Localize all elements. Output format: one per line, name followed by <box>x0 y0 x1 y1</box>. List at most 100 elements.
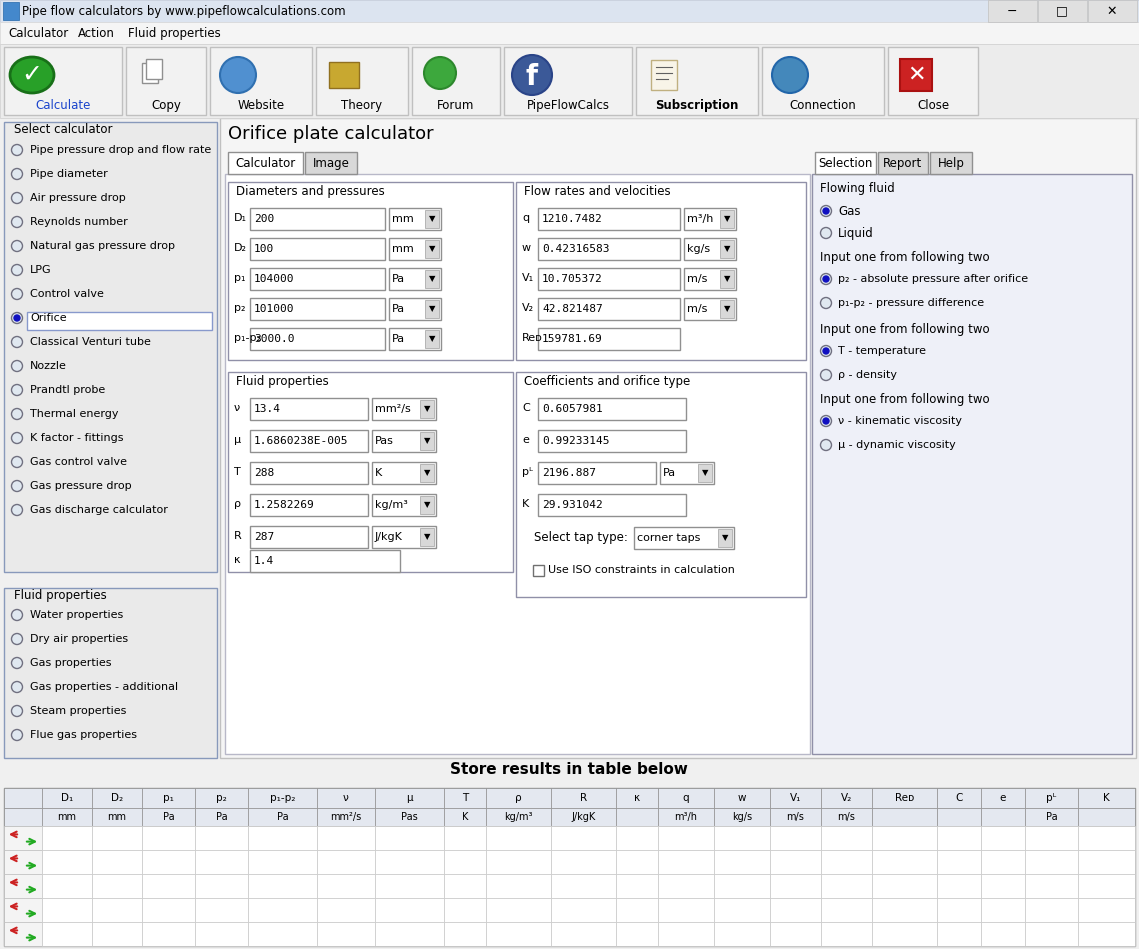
Bar <box>444 850 486 874</box>
Bar <box>538 238 680 260</box>
Bar <box>375 922 444 946</box>
Circle shape <box>11 705 23 716</box>
Bar <box>317 922 375 946</box>
Bar <box>981 850 1025 874</box>
Bar <box>551 788 616 808</box>
Bar <box>249 398 368 420</box>
Circle shape <box>11 312 23 324</box>
Bar <box>538 462 656 484</box>
Text: ▼: ▼ <box>424 532 431 542</box>
Bar <box>372 494 436 516</box>
Bar <box>372 430 436 452</box>
Text: ν: ν <box>233 403 240 413</box>
Bar <box>1077 874 1134 898</box>
Bar <box>375 874 444 898</box>
Circle shape <box>11 337 23 347</box>
Bar <box>937 898 981 922</box>
Bar <box>658 826 714 850</box>
Bar <box>195 826 248 850</box>
Circle shape <box>820 416 831 426</box>
Text: Flowing fluid: Flowing fluid <box>820 181 895 195</box>
Bar <box>538 494 686 516</box>
Bar <box>249 430 368 452</box>
Bar <box>720 210 734 228</box>
Text: mm²/s: mm²/s <box>375 404 411 414</box>
Text: Use ISO constraints in calculation: Use ISO constraints in calculation <box>548 565 735 575</box>
Bar <box>770 788 821 808</box>
Text: Natural gas pressure drop: Natural gas pressure drop <box>30 241 175 251</box>
Text: K: K <box>461 812 468 822</box>
Bar <box>425 210 439 228</box>
Text: μ - dynamic viscosity: μ - dynamic viscosity <box>838 440 956 450</box>
Text: 0.99233145: 0.99233145 <box>542 436 609 446</box>
Bar <box>981 922 1025 946</box>
Text: Select tap type:: Select tap type: <box>534 530 628 544</box>
Circle shape <box>11 265 23 275</box>
Bar <box>486 808 551 826</box>
Bar <box>486 922 551 946</box>
Bar <box>616 808 658 826</box>
Bar <box>248 898 317 922</box>
Bar <box>770 898 821 922</box>
Bar <box>821 826 872 850</box>
Bar <box>142 808 195 826</box>
Bar <box>714 850 770 874</box>
Bar <box>248 850 317 874</box>
Circle shape <box>820 297 831 308</box>
Text: Coefficients and orifice type: Coefficients and orifice type <box>524 375 690 387</box>
Text: □: □ <box>1056 5 1068 17</box>
Text: m/s: m/s <box>687 274 707 284</box>
Bar <box>92 826 142 850</box>
Text: μ: μ <box>407 793 412 803</box>
Bar <box>872 922 937 946</box>
Bar <box>937 850 981 874</box>
Text: Fluid properties: Fluid properties <box>14 589 107 603</box>
Bar <box>142 898 195 922</box>
Text: Close: Close <box>917 99 949 111</box>
Bar <box>142 63 158 83</box>
Bar <box>317 850 375 874</box>
Bar <box>316 47 408 115</box>
Bar <box>770 874 821 898</box>
Text: mm: mm <box>392 214 413 224</box>
Bar <box>249 208 385 230</box>
Bar <box>372 462 436 484</box>
Bar <box>937 808 981 826</box>
Text: ▼: ▼ <box>702 469 708 477</box>
Text: −: − <box>1007 5 1017 17</box>
Text: T: T <box>233 467 240 477</box>
Text: μ: μ <box>233 435 241 445</box>
Text: Dry air properties: Dry air properties <box>30 634 128 644</box>
Bar <box>533 565 544 576</box>
Bar <box>195 898 248 922</box>
Circle shape <box>11 361 23 371</box>
Bar <box>714 922 770 946</box>
Bar <box>931 152 972 174</box>
Bar <box>5 47 122 115</box>
Bar <box>714 898 770 922</box>
Bar <box>248 826 317 850</box>
Bar <box>142 788 195 808</box>
Text: ▼: ▼ <box>723 274 730 284</box>
Text: Thermal energy: Thermal energy <box>30 409 118 419</box>
Bar <box>652 60 677 90</box>
Text: e: e <box>1000 793 1006 803</box>
Bar <box>444 808 486 826</box>
Text: ▼: ▼ <box>428 214 435 224</box>
Text: Subscription: Subscription <box>655 99 739 111</box>
Bar <box>372 398 436 420</box>
Bar <box>1025 850 1077 874</box>
Bar <box>658 922 714 946</box>
Bar <box>981 874 1025 898</box>
Bar <box>92 922 142 946</box>
Text: K: K <box>375 468 383 478</box>
Text: Control valve: Control valve <box>30 289 104 299</box>
Text: ▼: ▼ <box>428 334 435 344</box>
Bar <box>390 328 441 350</box>
Bar <box>425 330 439 348</box>
Text: ρ - density: ρ - density <box>838 370 898 380</box>
Text: Image: Image <box>312 157 350 170</box>
Bar <box>821 898 872 922</box>
Bar <box>1077 808 1134 826</box>
Text: m/s: m/s <box>787 812 804 822</box>
